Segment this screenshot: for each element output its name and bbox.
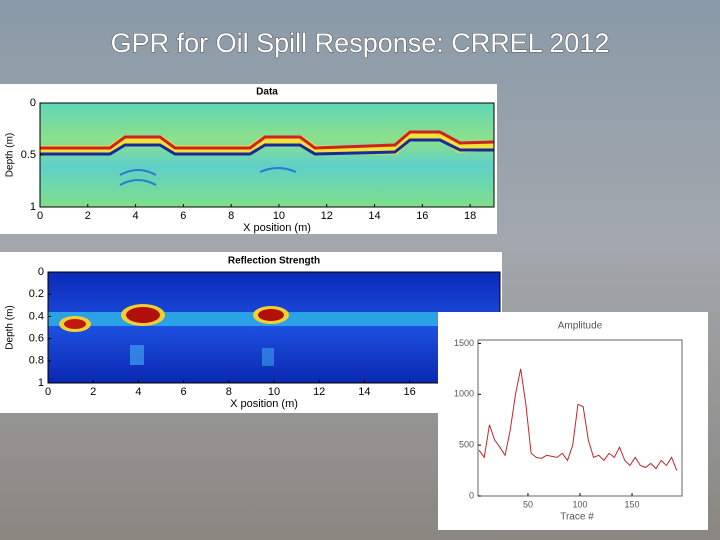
x-tick-label: 6: [180, 210, 186, 222]
x-axis-label: Trace #: [560, 512, 594, 523]
x-tick-label: 50: [523, 499, 533, 509]
x-axis-label: X position (m): [230, 398, 298, 410]
x-tick-label: 6: [181, 386, 187, 398]
y-tick-label: 0.5: [21, 149, 36, 161]
plot-title: Reflection Strength: [228, 256, 320, 267]
x-tick-label: 18: [464, 210, 476, 222]
y-tick-label: 1: [38, 377, 44, 389]
x-tick-label: 2: [85, 210, 91, 222]
x-tick-label: 0: [45, 386, 51, 398]
x-tick-label: 12: [321, 210, 333, 222]
x-tick-label: 10: [268, 386, 280, 398]
radargram: [40, 103, 494, 207]
x-tick-label: 2: [90, 386, 96, 398]
x-tick-label: 4: [133, 210, 139, 222]
y-tick-label: 0: [38, 266, 44, 278]
x-tick-label: 8: [228, 210, 234, 222]
y-tick-label: 1500: [454, 338, 474, 348]
data-line: [478, 368, 678, 471]
plot-title: Data: [256, 87, 278, 98]
y-axis-label: Depth (m): [5, 133, 16, 177]
x-tick-label: 8: [226, 386, 232, 398]
x-tick-label: 16: [416, 210, 428, 222]
y-tick-label: 1000: [454, 389, 474, 399]
x-tick-label: 10: [273, 210, 285, 222]
x-tick-label: 150: [625, 499, 640, 509]
x-tick-label: 14: [358, 386, 370, 398]
slide-title: GPR for Oil Spill Response: CRREL 2012: [111, 28, 610, 58]
x-tick-label: 4: [135, 386, 141, 398]
y-tick-label: 0.4: [29, 310, 44, 322]
x-tick-label: 100: [572, 499, 587, 509]
x-tick-label: 16: [403, 386, 415, 398]
y-tick-label: 0.8: [29, 355, 44, 367]
plot-title: Amplitude: [558, 321, 603, 332]
y-axis-label: Depth (m): [5, 305, 16, 349]
x-axis-label: X position (m): [243, 222, 311, 234]
y-tick-label: 0: [30, 97, 36, 109]
reflection-map: [48, 272, 500, 383]
y-tick-label: 0.6: [29, 333, 44, 345]
y-tick-label: 500: [459, 440, 474, 450]
figure-panel: [438, 312, 708, 530]
y-tick-label: 0.2: [29, 288, 44, 300]
x-tick-label: 0: [37, 210, 43, 222]
x-tick-label: 14: [368, 210, 380, 222]
x-tick-label: 12: [313, 386, 325, 398]
y-tick-label: 1: [30, 201, 36, 213]
y-tick-label: 0: [469, 490, 474, 500]
